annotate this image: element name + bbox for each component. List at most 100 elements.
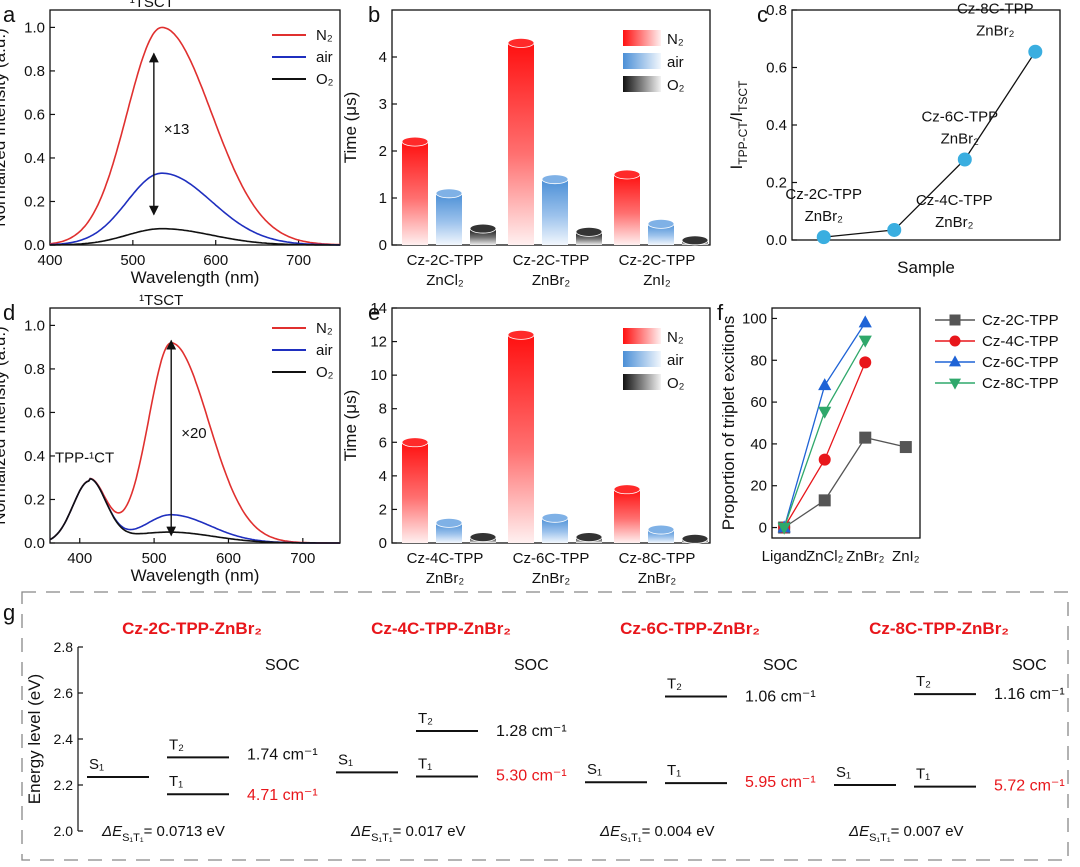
axes-frame [391, 307, 711, 544]
bar-N₂ [614, 489, 640, 543]
legend-label: N₂ [316, 27, 333, 44]
category-label: Ligand [762, 548, 807, 565]
state-label: S₁ [338, 751, 353, 768]
y-tick-label: 2.8 [54, 639, 74, 655]
soc-T2-value: 1.06 cm⁻¹ [745, 688, 816, 705]
delta-part: ΔE [848, 823, 870, 840]
soc-T1-value: 5.72 cm⁻¹ [994, 778, 1065, 795]
soc-T1-value: 5.30 cm⁻¹ [496, 767, 567, 784]
bar-cap [681, 235, 709, 246]
y-tick-label: 10 [370, 367, 387, 384]
ratio-label: ×20 [181, 425, 206, 442]
soc-T2-value: 1.16 cm⁻¹ [994, 686, 1065, 703]
y-axis-title: Energy level (eV) [25, 674, 44, 804]
y-tick-label: 2 [379, 143, 387, 160]
category-label: Cz-8C-TPP [619, 550, 696, 567]
x-tick-label: 400 [67, 550, 92, 567]
axes-frame [771, 307, 921, 539]
soc-label: SOC [763, 657, 798, 674]
legend-label: Cz-2C-TPP [982, 312, 1059, 329]
bar-cap [401, 136, 429, 147]
marker-square [899, 441, 912, 454]
panel-d: 400 500 600 700 0.0 0.2 0.4 0.6 0.8 1.0 Wavelength… [0, 292, 341, 585]
bar-N₂ [508, 42, 534, 246]
bar-cap [507, 38, 535, 48]
y-tick-label: 2.0 [54, 823, 74, 839]
bar-air [436, 193, 462, 245]
soc-T2-value: 1.28 cm⁻¹ [496, 723, 567, 740]
marker-circle [859, 356, 872, 369]
y-tick-label: 0.8 [766, 2, 787, 19]
soc-label: SOC [265, 657, 300, 674]
series-N₂-line [49, 26, 340, 246]
ylabel-part: TSCT [736, 80, 750, 112]
point-label: ZnBr₂ [941, 131, 980, 148]
state-label: T₁ [916, 766, 930, 783]
legend-label: N₂ [316, 320, 333, 337]
category-label: Cz-4C-TPP [407, 550, 484, 567]
state-label: T₁ [667, 762, 681, 779]
category-label: Cz-2C-TPP [619, 252, 696, 269]
state-label: S₁ [836, 764, 851, 781]
legend-label: Cz-6C-TPP [982, 354, 1059, 371]
y-tick-label: 0 [379, 535, 387, 552]
peak-label: ¹TSCT [139, 292, 183, 309]
panel-label: e [368, 300, 380, 325]
y-tick-label: 0 [759, 520, 767, 537]
marker-triangle-down [858, 335, 872, 348]
point-label: Cz-4C-TPP [916, 192, 993, 209]
legend-label: air [316, 49, 333, 66]
y-tick-label: 1.0 [24, 317, 45, 334]
panel-label: c [757, 2, 768, 27]
panel-label: a [3, 2, 16, 27]
marker-square [818, 494, 831, 507]
y-tick-label: 0.2 [24, 491, 45, 508]
data-point [816, 230, 831, 245]
legend-label: O₂ [316, 71, 334, 88]
y-tick-label: 2.2 [54, 777, 74, 793]
category-label: ZnI₂ [643, 272, 671, 289]
series-Cz-2C-TPP-line [783, 436, 906, 529]
ratio-label: ×13 [164, 121, 189, 138]
category-label: ZnBr₂ [532, 570, 571, 587]
ylabel-part: I [727, 165, 746, 170]
category-label: Cz-6C-TPP [513, 550, 590, 567]
y-tick-label: 0.4 [766, 117, 787, 134]
bar-cap [541, 512, 569, 523]
y-axis-title: Time (μs) [341, 390, 360, 462]
bar-cap [681, 533, 709, 544]
bar-cap [613, 169, 641, 180]
y-tick-label: 0.2 [766, 175, 787, 192]
delta-part: = 0.004 eV [642, 823, 715, 840]
data-point [887, 222, 902, 237]
y-tick-label: 60 [750, 394, 767, 411]
panel-g: 2.0 2.2 2.4 2.6 2.8 Energy level (eV) Cz-2C-TP… [21, 591, 1069, 861]
legend-label: Cz-8C-TPP [982, 375, 1059, 392]
y-tick-label: 2.6 [54, 685, 74, 701]
category-label: ZnBr₂ [638, 570, 677, 587]
y-tick-label: 100 [742, 310, 767, 327]
point-label: Cz-6C-TPP [921, 109, 998, 126]
dashed-frame [21, 591, 1069, 861]
x-tick-label: 600 [216, 550, 241, 567]
bar-cap [435, 517, 463, 528]
bar-cap [575, 226, 603, 237]
y-tick-label: 0.6 [24, 404, 45, 421]
y-tick-label: 0.0 [24, 237, 45, 254]
group-title: Cz-2C-TPP-ZnBr₂ [122, 619, 262, 638]
panel-b: 0 1 2 3 4 Time (μs) Cz-2C-TPP ZnCl₂ Cz-2C-TPP ZnB… [341, 9, 711, 289]
state-label: T₁ [418, 755, 432, 772]
category-label: ZnBr₂ [532, 272, 571, 289]
group-title: Cz-8C-TPP-ZnBr₂ [869, 619, 1009, 638]
legend-swatch [623, 76, 661, 92]
bar-air [648, 223, 674, 245]
legend-label: air [667, 54, 684, 71]
series-O₂-line [50, 227, 340, 246]
legend-label: N₂ [667, 329, 684, 346]
delta-label: ΔES₁T₁= 0.017 eV [350, 823, 466, 844]
peak-label: ¹TSCT [130, 0, 174, 11]
legend-swatch [623, 351, 661, 367]
soc-T1-value: 4.71 cm⁻¹ [247, 787, 318, 804]
